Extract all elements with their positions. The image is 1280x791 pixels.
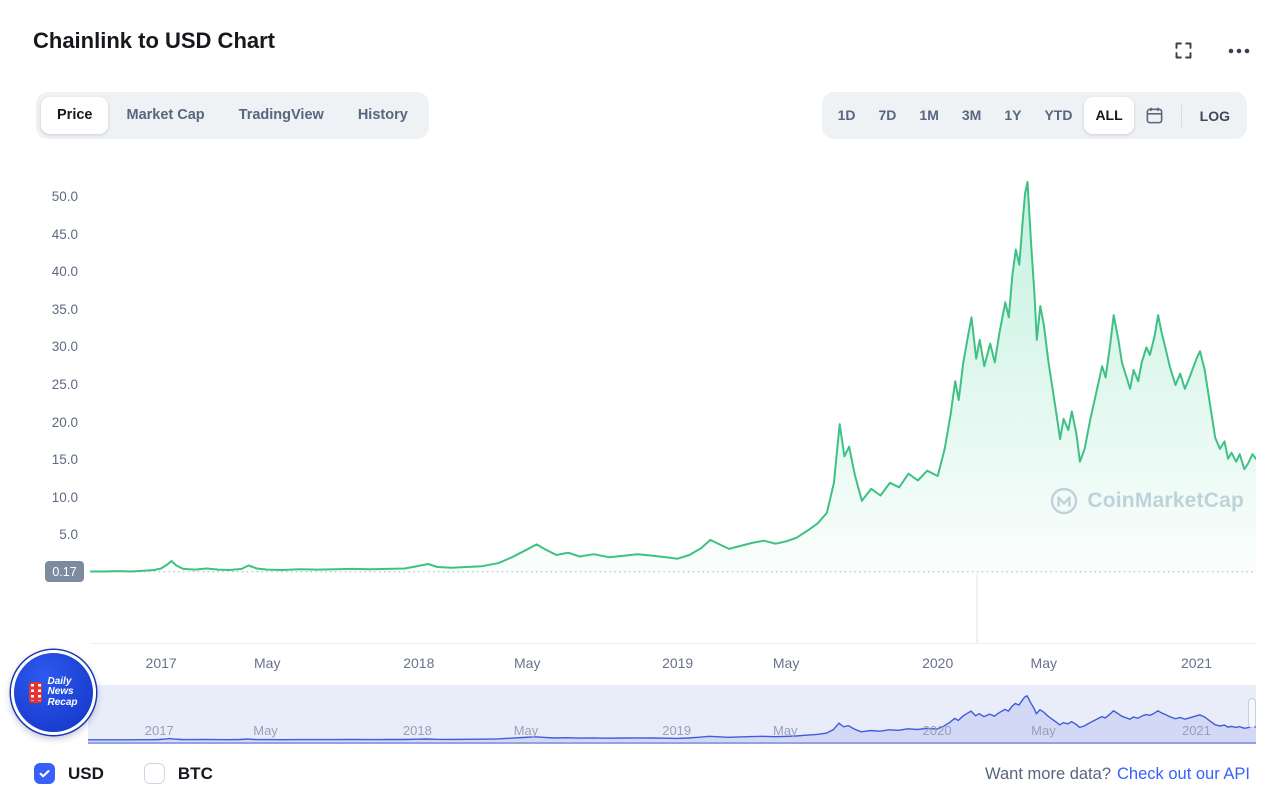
y-tick-label: 45.0 [51, 226, 78, 242]
x-tick-label: May [514, 655, 541, 671]
price-chart-plot[interactable] [90, 160, 1256, 645]
usd-checkbox[interactable] [34, 763, 55, 784]
range-1m[interactable]: 1M [919, 107, 939, 123]
tab-tradingview[interactable]: TradingView [238, 107, 324, 123]
range-1d[interactable]: 1D [837, 107, 856, 123]
navigator-tick-label: 2017 [144, 723, 174, 738]
y-tick-label: 35.0 [51, 301, 78, 317]
time-range-group: 1D 7D 1M 3M 1Y YTD ALL LOG [821, 92, 1247, 139]
ellipsis-icon [1228, 48, 1250, 53]
x-tick-label: May [772, 655, 800, 671]
y-tick-label: 25.0 [51, 377, 78, 392]
daily-news-recap-text: Daily News Recap [47, 675, 78, 709]
y-tick-label: 20.0 [51, 414, 78, 430]
y-tick-label: 5.0 [59, 527, 78, 543]
chart-type-tabs: Price Market Cap TradingView History [36, 92, 429, 139]
fullscreen-icon [1175, 42, 1192, 59]
y-tick-label: 15.0 [51, 452, 78, 468]
range-7d[interactable]: 7D [878, 107, 897, 123]
navigator-area [88, 695, 1256, 744]
x-tick-label: 2020 [922, 655, 954, 671]
y-tick-label: 50.0 [51, 189, 78, 204]
y-tick-label: 30.0 [51, 339, 78, 355]
news-line: Recap [47, 696, 78, 708]
navigator-plot[interactable] [88, 685, 1256, 744]
navigator-line [88, 694, 1256, 741]
x-tick-label: 2019 [662, 655, 694, 671]
daily-news-recap-badge[interactable]: Daily News Recap [11, 650, 96, 735]
tab-market-cap[interactable]: Market Cap [126, 107, 205, 123]
range-ytd[interactable]: YTD [1044, 107, 1073, 123]
calendar-button[interactable] [1135, 97, 1175, 134]
x-tick-label: May [253, 655, 281, 671]
fullscreen-button[interactable] [1171, 38, 1196, 63]
navigator-tick-label: May [513, 723, 539, 738]
baseline-price-badge: 0.17 [45, 561, 84, 582]
btc-toggle[interactable]: BTC [143, 763, 213, 784]
range-all[interactable]: ALL [1084, 97, 1134, 134]
usd-toggle[interactable]: USD [34, 763, 104, 784]
price-area [90, 182, 1256, 573]
btc-label: BTC [177, 763, 213, 783]
btc-checkbox[interactable] [143, 763, 165, 784]
news-line: Daily [47, 675, 72, 687]
navigator-handle[interactable] [1248, 698, 1256, 728]
tab-history[interactable]: History [357, 107, 408, 123]
currency-toggles: USD BTC [34, 763, 213, 784]
x-tick-label: 2021 [1180, 655, 1213, 671]
api-prompt-text: Want more data? [985, 765, 1111, 783]
log-scale-button[interactable]: LOG [1199, 107, 1230, 124]
calendar-icon [1146, 107, 1163, 124]
usd-label: USD [68, 763, 104, 783]
range-1y[interactable]: 1Y [1004, 107, 1022, 123]
x-tick-label: May [1030, 655, 1058, 671]
y-tick-label: 40.0 [51, 264, 78, 280]
range-navigator[interactable]: 2017 May 2018 May 2019 May 2020 May 2021 [88, 685, 1256, 744]
news-line: News [47, 686, 74, 698]
more-options-button[interactable] [1226, 46, 1252, 56]
api-promo: Want more data? Check out our API [985, 765, 1250, 784]
price-line [90, 181, 1256, 573]
navigator-tick-label: May [1031, 723, 1056, 738]
x-axis: 2017 May 2018 May 2019 May 2020 May 2021 [0, 655, 1280, 677]
page-title: Chainlink to USD Chart [33, 28, 276, 53]
api-link[interactable]: Check out our API [1117, 765, 1250, 783]
y-tick-label: 10.0 [51, 489, 78, 505]
daily-news-recap-content: Daily News Recap [29, 675, 78, 709]
navigator-tick-label: 2020 [922, 723, 952, 738]
film-icon [29, 682, 43, 703]
navigator-tick-label: 2021 [1181, 723, 1211, 738]
x-tick-label: 2017 [145, 655, 177, 671]
divider [1180, 104, 1182, 127]
x-tick-label: 2018 [403, 655, 435, 671]
tab-price[interactable]: Price [41, 97, 109, 134]
header-actions [1171, 38, 1252, 63]
check-icon [39, 770, 50, 778]
price-chart: 50.0 45.0 40.0 35.0 30.0 25.0 20.0 15.0 10.0 5.0 … [0, 160, 1280, 645]
range-3m[interactable]: 3M [961, 107, 982, 123]
navigator-tick-label: May [253, 723, 278, 738]
navigator-tick-label: 2018 [402, 723, 432, 738]
navigator-tick-label: 2019 [662, 723, 692, 738]
navigator-tick-label: May [773, 723, 798, 738]
